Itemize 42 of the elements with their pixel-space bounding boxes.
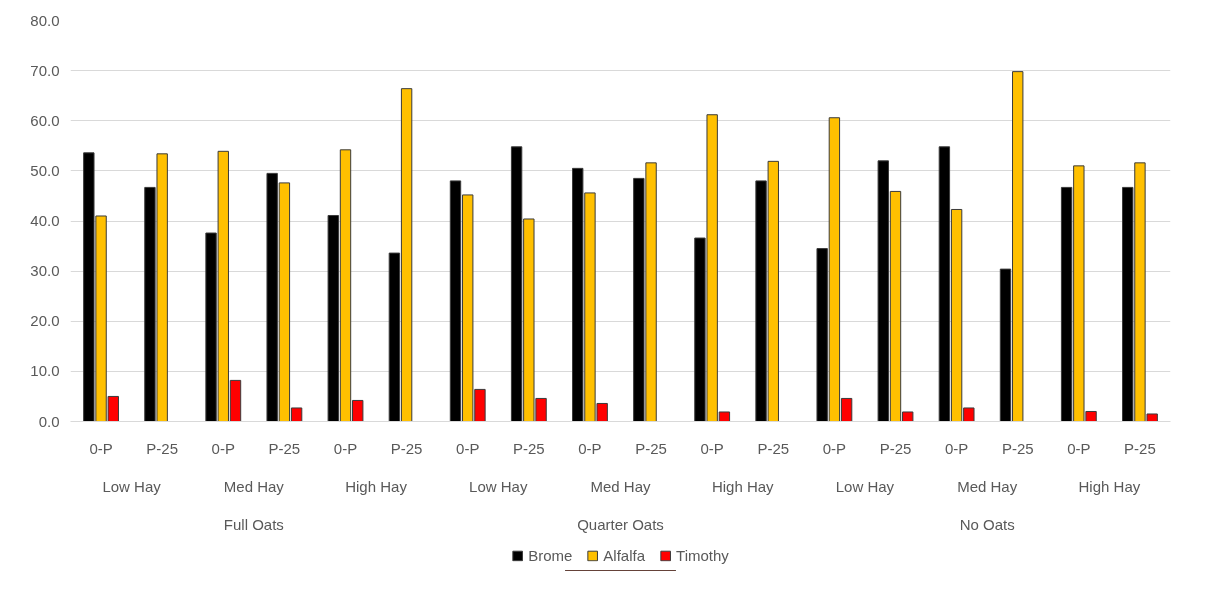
x-tick-label: P-25 bbox=[1124, 439, 1156, 457]
x-tick-label: P-25 bbox=[390, 439, 423, 457]
x-tick-label: P-25 bbox=[879, 439, 912, 457]
x-tick-label: P-25 bbox=[512, 439, 545, 457]
text: Med Hay bbox=[223, 477, 285, 495]
x-tick-label: 0-P bbox=[944, 439, 969, 457]
x-tick-label: 0-P bbox=[578, 439, 602, 457]
text: Low Hay bbox=[835, 477, 895, 495]
text: Med Hay bbox=[957, 477, 1018, 495]
x-tick-label: P-25 bbox=[146, 439, 179, 457]
y-tick-label: 30.0 bbox=[30, 262, 60, 280]
legend-label: Brome bbox=[528, 546, 573, 564]
x-tick-label: 0-P bbox=[1067, 439, 1091, 457]
x-tick-label: P-25 bbox=[1001, 439, 1034, 457]
x-tick-label: 0-P bbox=[822, 439, 847, 457]
text: High Hay bbox=[1078, 477, 1141, 495]
x-tick-label: 0-P bbox=[211, 439, 235, 457]
text: Med Hay bbox=[590, 477, 652, 495]
y-tick-label: 60.0 bbox=[30, 111, 60, 129]
y-tick-label: 40.0 bbox=[30, 212, 60, 229]
x-tick-label: 0-P bbox=[456, 439, 480, 457]
x-tick-label: 0-P bbox=[333, 439, 358, 457]
x-tick-label: P-25 bbox=[268, 439, 301, 457]
text: No Oats bbox=[959, 515, 1015, 533]
legend-label: Timothy bbox=[676, 546, 729, 564]
text: Low Hay bbox=[102, 477, 162, 495]
text: High Hay bbox=[711, 477, 775, 495]
text: High Hay bbox=[345, 477, 408, 495]
x-tick-label: P-25 bbox=[757, 439, 790, 457]
text: Low Hay bbox=[469, 477, 528, 495]
text: Quarter Oats bbox=[577, 515, 664, 533]
y-tick-label: 70.0 bbox=[30, 61, 60, 79]
x-tick-label: P-25 bbox=[635, 439, 667, 457]
y-tick-label: 80.0 bbox=[30, 11, 60, 29]
y-tick-label: 0.0 bbox=[38, 412, 60, 430]
y-tick-label: 50.0 bbox=[30, 161, 60, 179]
y-tick-label: 10.0 bbox=[30, 362, 60, 380]
y-tick-label: 20.0 bbox=[30, 312, 60, 330]
x-tick-label: 0-P bbox=[700, 439, 724, 457]
legend-label: Alfalfa bbox=[603, 546, 646, 564]
text: Full Oats bbox=[223, 515, 284, 533]
x-tick-label: 0-P bbox=[89, 439, 113, 457]
